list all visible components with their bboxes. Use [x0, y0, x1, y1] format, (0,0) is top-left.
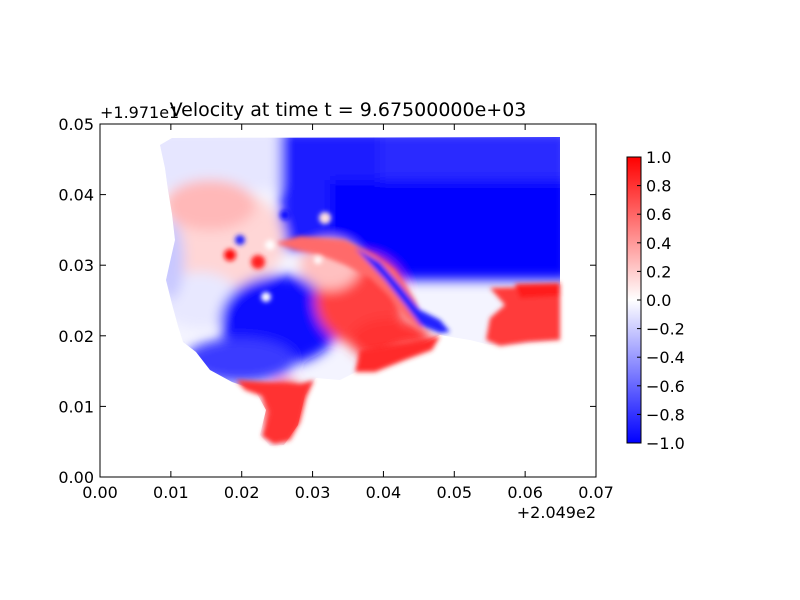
x-offset-label: +2.049e2 [517, 503, 596, 522]
axes-frame [99, 123, 597, 478]
colorbar-tick-label: 0.0 [646, 291, 671, 310]
colorbar-tick-label: 0.2 [646, 262, 671, 281]
heatmap-field [160, 137, 560, 446]
x-tick-label: 0.02 [224, 483, 260, 502]
y-tick-label: 0.04 [58, 186, 94, 205]
chart-title: Velocity at time t = 9.67500000e+03 [170, 99, 527, 121]
x-tick-label: 0.07 [578, 483, 614, 502]
colorbar-tick-label: −0.6 [646, 377, 685, 396]
colorbar-tick-label: −0.4 [646, 348, 685, 367]
y-tick-label: 0.00 [58, 468, 94, 487]
y-tick-label: 0.03 [58, 256, 94, 275]
x-tick-label: 0.05 [436, 483, 472, 502]
y-tick-label: 0.05 [58, 115, 94, 134]
colorbar-tick-label: −0.8 [646, 405, 685, 424]
x-tick-label: 0.00 [82, 483, 118, 502]
y-tick-label: 0.01 [58, 397, 94, 416]
colorbar-tick-label: 1.0 [646, 148, 671, 167]
y-tick-label: 0.02 [58, 327, 94, 346]
colorbar-tick-label: 0.8 [646, 177, 671, 196]
colorbar-tick-label: 0.6 [646, 205, 671, 224]
y-axis-ticks: 0.00 0.01 0.02 0.03 0.04 0.05 [58, 115, 596, 487]
x-axis-ticks: 0.00 0.01 0.02 0.03 0.04 0.05 0.06 0.07 [82, 124, 614, 502]
x-tick-label: 0.01 [153, 483, 189, 502]
colorbar-tick-label: −1.0 [646, 434, 685, 453]
x-tick-label: 0.03 [295, 483, 331, 502]
colorbar-tick-label: 0.4 [646, 234, 671, 253]
colorbar-tick-label: −0.2 [646, 320, 685, 339]
x-tick-label: 0.04 [366, 483, 402, 502]
y-offset-label: +1.971e1 [100, 103, 179, 122]
colorbar-ticks: 1.0 0.8 0.6 0.4 0.2 0.0 −0.2 −0.4 −0.6 −0.8 −1.0 [637, 148, 685, 453]
x-tick-label: 0.06 [507, 483, 543, 502]
